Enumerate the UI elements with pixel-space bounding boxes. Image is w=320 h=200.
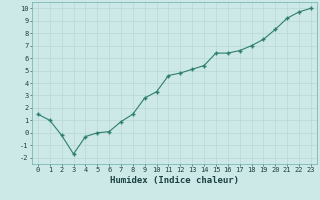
X-axis label: Humidex (Indice chaleur): Humidex (Indice chaleur): [110, 176, 239, 185]
